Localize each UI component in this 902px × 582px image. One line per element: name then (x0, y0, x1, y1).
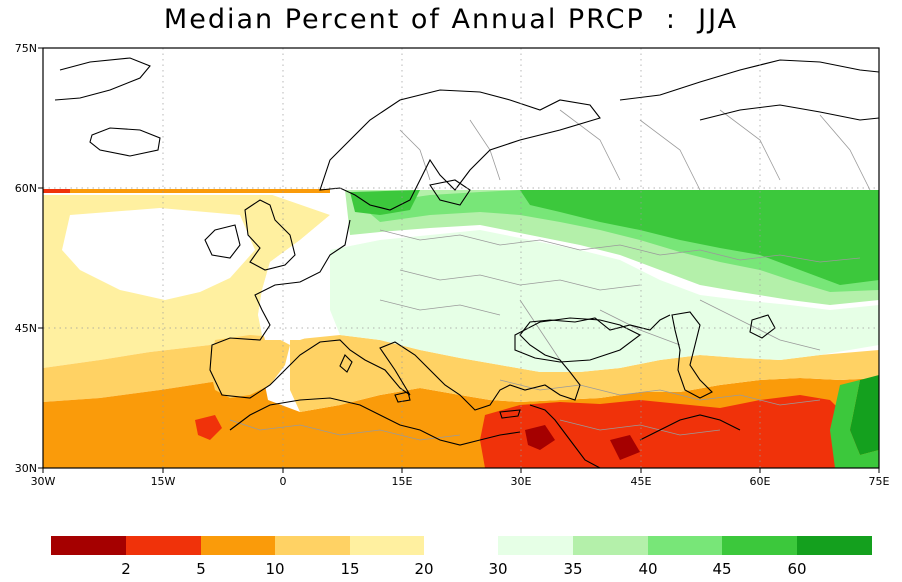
colorbar-swatch-3 (275, 536, 350, 555)
lon-label-60e: 60E (750, 475, 771, 488)
graticule (43, 48, 879, 468)
field-boundary-60n-red (43, 189, 70, 193)
colorbar-label-2: 2 (121, 560, 131, 578)
colorbar-swatch-8 (722, 536, 797, 555)
lon-label-15w: 15W (151, 475, 176, 488)
coast-scandinavia (319, 89, 601, 211)
border-lines-central (379, 229, 861, 361)
colorbar-label-10: 10 (265, 560, 284, 578)
colorbar-swatch-2 (201, 536, 275, 555)
country-borders (229, 109, 871, 441)
coast-western-europe (209, 219, 671, 411)
colorbar-swatch-5 (498, 536, 573, 555)
colorbar-swatch-6 (573, 536, 648, 555)
coast-middle-east (529, 404, 741, 468)
field-10-15-iberia (210, 335, 290, 398)
lat-label-30n: 30N (15, 462, 37, 475)
field-45-60-central-asia (830, 380, 879, 468)
colorbar-label-35: 35 (563, 560, 582, 578)
border-lines-south (229, 379, 821, 441)
lon-label-30e: 30E (511, 475, 532, 488)
field-0-2-a (525, 425, 555, 450)
coast-islands-med (339, 354, 521, 419)
field-20-30-atlantic (62, 208, 255, 300)
colorbar-swatch-4 (350, 536, 424, 555)
colorbar-label-20: 20 (414, 560, 433, 578)
coastlines (54, 57, 879, 468)
colorbar-swatch-1 (126, 536, 201, 555)
colorbar-label-45: 45 (712, 560, 731, 578)
coast-black-sea (514, 317, 642, 363)
colorbar-label-15: 15 (340, 560, 359, 578)
lon-label-30w: 30W (31, 475, 56, 488)
field-0-2-b (610, 435, 640, 460)
colorbar-swatch-0 (51, 536, 126, 555)
field-30-35-europe (330, 230, 879, 372)
colorbar-label-60: 60 (787, 560, 806, 578)
lat-label-75n: 75N (15, 42, 37, 55)
lon-label-15e: 15E (392, 475, 413, 488)
field-10-15-mediterranean (290, 335, 879, 412)
precip-shading (43, 189, 879, 468)
field-60-plus-central-asia (850, 375, 879, 455)
field-10-15-atlantic (43, 340, 263, 402)
lon-label-75e: 75E (869, 475, 890, 488)
map-plot-area (43, 48, 879, 468)
field-45-60-scandinavia (350, 190, 420, 215)
field-2-5-middle-east (480, 395, 860, 468)
map-title: Median Percent of Annual PRCP : JJA (163, 4, 739, 35)
axis-ticks (38, 47, 880, 473)
lat-label-45n: 45N (15, 322, 37, 335)
coast-british-isles (204, 199, 296, 271)
field-2-5-africa-west (195, 415, 222, 440)
lon-label-45e: 45E (631, 475, 652, 488)
map-frame (42, 47, 880, 469)
colorbar-swatch-9 (797, 536, 872, 555)
coast-aral (749, 314, 776, 339)
colorbar: 2 5 10 15 20 30 35 40 45 60 (51, 536, 872, 578)
lat-label-60n: 60N (15, 182, 37, 195)
coast-north-africa (229, 397, 521, 446)
field-45-60-east (520, 190, 879, 285)
colorbar-label-5: 5 (196, 560, 206, 578)
colorbar-label-40: 40 (638, 560, 657, 578)
colorbar-swatch-7 (648, 536, 722, 555)
colorbar-label-30: 30 (488, 560, 507, 578)
field-boundary-60n (43, 189, 330, 193)
coast-caspian (671, 311, 713, 399)
lon-label-0: 0 (280, 475, 287, 488)
coast-greenland-iceland (54, 57, 161, 157)
